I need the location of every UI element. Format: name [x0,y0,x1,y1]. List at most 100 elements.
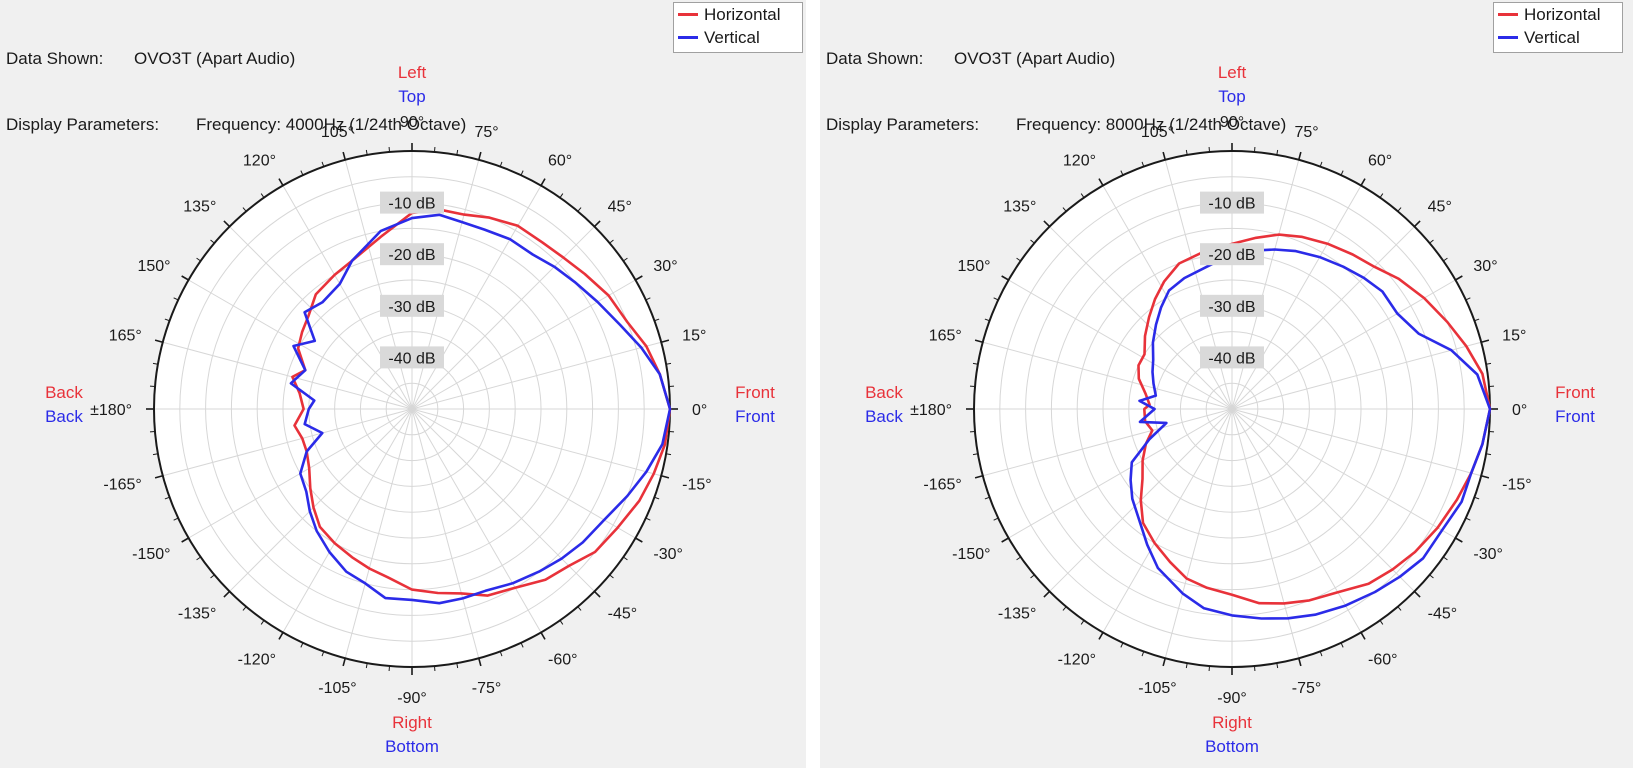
minor-tick [993,517,999,521]
angle-label-neg-15: -15° [1502,477,1532,494]
minor-tick [577,207,582,212]
angle-label-neg-150: -150° [132,546,170,563]
angle-label-30: 30° [1473,258,1497,275]
minor-tick [456,149,459,156]
db-label-box [1200,346,1264,369]
minor-tick [242,606,247,611]
angle-label-150: 150° [957,258,990,275]
major-tick [181,537,189,543]
major-tick [342,151,346,160]
angle-label-120: 120° [243,153,276,170]
minor-tick [365,662,368,669]
grid-ring [1050,227,1414,591]
dir-label-left-horizontal: Back [45,383,83,402]
angle-label-105: 105° [1141,124,1174,141]
minor-tick [1474,496,1480,500]
minor-tick [152,362,159,365]
db-label-neg-10dB: -10 dB [1208,196,1255,213]
major-tick [540,632,546,640]
db-label-group: -10 dB [1200,191,1264,214]
dir-label-left-vertical: Back [45,407,83,426]
dir-label-right-vertical: Front [1555,407,1595,426]
series-line-vertical [1129,248,1492,620]
dir-label-left-horizontal: Back [865,383,903,402]
db-label-neg-30dB: -30 dB [388,299,435,316]
legend-item-horizontal[interactable]: Horizontal [674,3,802,26]
angle-label-neg-120: -120° [1058,651,1096,668]
angle-label-180: ±180° [910,402,952,419]
minor-tick [1141,651,1145,657]
angle-label-neg-75: -75° [472,680,502,697]
minor-tick [1319,651,1323,657]
angle-label-45: 45° [1428,198,1452,215]
minor-tick [1016,556,1021,561]
minor-tick [972,362,979,365]
major-tick [1481,475,1490,479]
minor-tick [654,496,660,500]
minor-tick [1319,161,1323,167]
angle-label-0: 0° [1512,402,1527,419]
angle-label-15: 15° [1502,327,1526,344]
info-block: Data Shown: OVO3T (Apart Audio) Display P… [826,4,1286,180]
legend-item-horizontal[interactable]: Horizontal [1494,3,1622,26]
angle-label-neg-135: -135° [178,606,216,623]
angle-label-165: 165° [109,327,142,344]
minor-tick [242,207,247,212]
dir-label-top-vertical: Top [398,87,425,106]
minor-tick [984,496,990,500]
dir-label-top-vertical: Top [1218,87,1245,106]
angle-label-75: 75° [1294,124,1318,141]
display-parameters-value: Frequency: 8000Hz (1/24th Octave) [1016,115,1287,134]
major-tick [154,475,163,479]
major-tick [1413,590,1421,598]
legend-item-vertical[interactable]: Vertical [1494,26,1622,49]
legend-item-vertical[interactable]: Vertical [674,26,802,49]
data-shown-value: OVO3T (Apart Audio) [954,49,1116,68]
minor-tick [577,606,582,611]
db-label-box [380,243,444,266]
minor-tick [654,318,660,322]
major-tick [278,178,284,186]
angle-label-120: 120° [1063,153,1096,170]
dir-label-top-horizontal: Left [1218,63,1247,82]
major-tick [154,339,163,343]
angle-label-neg-75: -75° [1292,680,1322,697]
db-label-group: -10 dB [380,191,444,214]
minor-tick [1397,207,1402,212]
grid-ring [334,331,490,487]
minor-tick [196,556,201,561]
major-tick [181,275,189,281]
major-tick [1043,590,1051,598]
minor-tick [665,362,672,365]
angle-label-30: 30° [653,258,677,275]
minor-tick [1397,606,1402,611]
minor-tick [164,496,170,500]
polar-plot: 0° 15° 30° 45° 60° 75° 90° 105° 120° 135° 150° 165°… [45,63,775,756]
db-label-group: -30 dB [1200,294,1264,317]
dir-label-bottom-vertical: Bottom [385,737,439,756]
minor-tick [1443,257,1448,262]
legend: Horizontal Vertical [673,2,803,53]
major-tick [635,275,643,281]
major-tick [1298,151,1302,160]
angle-label-neg-120: -120° [238,651,276,668]
minor-tick [520,642,524,648]
angle-label-neg-30: -30° [1473,546,1503,563]
legend-swatch-vertical [1498,36,1518,39]
major-tick [593,220,601,228]
minor-tick [499,651,503,657]
dir-label-right-horizontal: Front [1555,383,1595,402]
angle-label-neg-60: -60° [1368,651,1398,668]
legend-label-horizontal: Horizontal [704,5,781,24]
db-label-neg-40dB: -40 dB [388,350,435,367]
minor-tick [609,574,614,579]
minor-tick [1379,193,1384,198]
minor-tick [456,662,459,669]
minor-tick [559,620,564,625]
minor-tick [1120,170,1124,176]
series-line-vertical [289,213,672,605]
db-label-box [380,346,444,369]
major-tick [1481,339,1490,343]
minor-tick [1465,517,1471,521]
display-parameters-label: Display Parameters: [6,115,160,134]
